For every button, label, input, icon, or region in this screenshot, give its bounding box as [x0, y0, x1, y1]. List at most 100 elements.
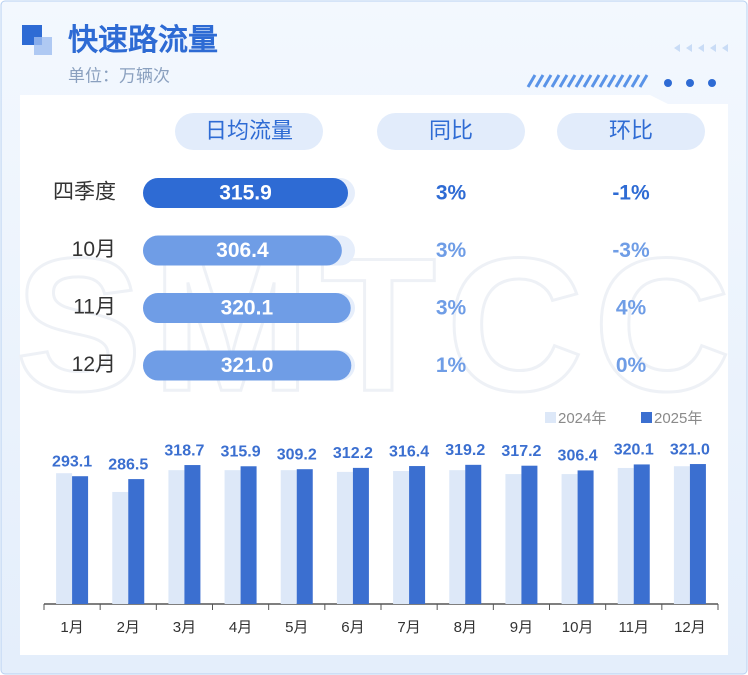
- decor-stripes: [526, 74, 649, 88]
- stripe: [526, 74, 537, 88]
- data-label: 312.2: [333, 445, 373, 462]
- column-header: 日均流量: [205, 118, 293, 143]
- mom: -1%: [612, 182, 650, 205]
- subtitle: 单位：万辆次: [68, 66, 170, 85]
- icon: [34, 37, 52, 55]
- stripe: [558, 74, 569, 88]
- legend-label: 2025年: [654, 410, 702, 427]
- stripe: [534, 74, 545, 88]
- bar: [224, 470, 241, 604]
- row-label: 12月: [72, 353, 116, 376]
- value-bar: [143, 178, 349, 208]
- mom: 4%: [616, 297, 647, 320]
- decor-dots: [664, 79, 716, 87]
- value-label: 315.9: [219, 182, 272, 205]
- bar: [521, 465, 538, 604]
- bar: [336, 471, 353, 604]
- data-label: 306.4: [558, 448, 598, 465]
- legend-swatch: [545, 412, 556, 423]
- stripe: [614, 74, 625, 88]
- x-tick-label: 1月: [60, 619, 83, 636]
- bar: [296, 469, 313, 604]
- legend-label: 2024年: [558, 410, 606, 427]
- data-label: 319.2: [445, 442, 485, 459]
- x-tick-label: 4月: [229, 619, 252, 636]
- mom: -3%: [612, 239, 650, 262]
- bar: [72, 476, 89, 604]
- x-tick-label: 10月: [562, 619, 594, 636]
- value-bar: [143, 235, 342, 266]
- column-header-pill: [557, 113, 705, 150]
- bar: [393, 471, 410, 604]
- data-label: 315.9: [221, 443, 261, 460]
- stripe: [638, 74, 649, 88]
- stripe: [582, 74, 593, 88]
- value-label: 306.4: [216, 239, 269, 262]
- stripe: [630, 74, 641, 88]
- data-label: 317.2: [501, 443, 541, 460]
- x-tick-label: 5月: [285, 619, 308, 636]
- yoy: 3%: [436, 297, 467, 320]
- row-label: 10月: [72, 238, 116, 261]
- bar: [561, 474, 578, 604]
- yoy: 3%: [436, 182, 467, 205]
- data-label: 321.0: [670, 441, 710, 458]
- x-tick-label: 7月: [397, 619, 420, 636]
- data-label: 316.4: [389, 443, 429, 460]
- x-tick-label: 8月: [454, 619, 477, 636]
- bar: [689, 464, 706, 604]
- bar: [184, 465, 201, 604]
- bar: [505, 474, 522, 604]
- x-tick-label: 12月: [674, 619, 706, 636]
- stripe: [542, 74, 553, 88]
- title: 快速路流量: [68, 24, 218, 57]
- bar: [617, 467, 634, 604]
- stripe: [606, 74, 617, 88]
- x-tick-label: 3月: [173, 619, 196, 636]
- column-header-pill: [175, 113, 323, 150]
- value-label: 320.1: [221, 297, 274, 320]
- stripe: [622, 74, 633, 88]
- value-label: 321.0: [221, 354, 274, 377]
- x-tick-label: 6月: [341, 619, 364, 636]
- bar: [352, 467, 369, 604]
- bar: [240, 466, 257, 604]
- bar: [449, 470, 466, 604]
- bar: [280, 470, 297, 604]
- value-bar: [143, 293, 351, 323]
- watermark: SMTCC: [15, 219, 740, 431]
- column-header-pill: [377, 113, 525, 150]
- legend-swatch: [641, 412, 652, 423]
- row-label: 四季度: [53, 181, 116, 204]
- data-label: 293.1: [52, 453, 92, 470]
- stripe: [598, 74, 609, 88]
- stripe: [574, 74, 585, 88]
- decor: [674, 44, 728, 52]
- yoy: 3%: [436, 239, 467, 262]
- data-label: 318.7: [164, 442, 204, 459]
- bar: [673, 466, 690, 604]
- bar: [465, 464, 482, 604]
- column-header: 同比: [429, 118, 473, 143]
- bar: [633, 464, 650, 604]
- bar: [112, 491, 129, 604]
- x-tick-label: 9月: [510, 619, 533, 636]
- value-bar: [143, 350, 352, 381]
- data-label: 309.2: [277, 446, 317, 463]
- row-label: 11月: [73, 296, 116, 319]
- x-tick-label: 11月: [618, 619, 649, 636]
- stripe: [550, 74, 561, 88]
- stripe: [590, 74, 601, 88]
- yoy: 1%: [436, 354, 467, 377]
- x-tick-label: 2月: [117, 619, 140, 636]
- bar: [409, 466, 426, 604]
- data-label: 286.5: [108, 456, 148, 473]
- bar: [56, 473, 73, 604]
- bar: [168, 470, 185, 604]
- column-header: 环比: [609, 118, 653, 143]
- bar: [577, 470, 594, 604]
- mom: 0%: [616, 354, 647, 377]
- data-label: 320.1: [614, 442, 654, 459]
